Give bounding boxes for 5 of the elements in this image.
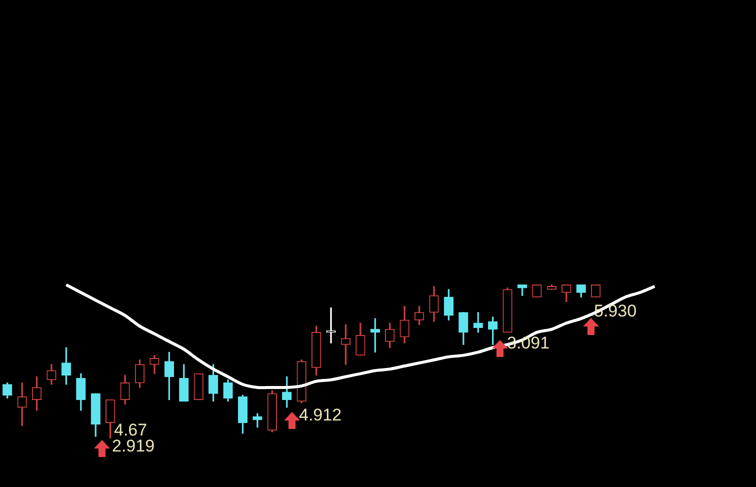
candlestick	[17, 382, 27, 426]
annotation: 5.930	[594, 302, 637, 321]
annotation: 3.091	[507, 334, 550, 353]
candlestick	[326, 307, 336, 344]
annotation: 4.912	[299, 406, 342, 425]
